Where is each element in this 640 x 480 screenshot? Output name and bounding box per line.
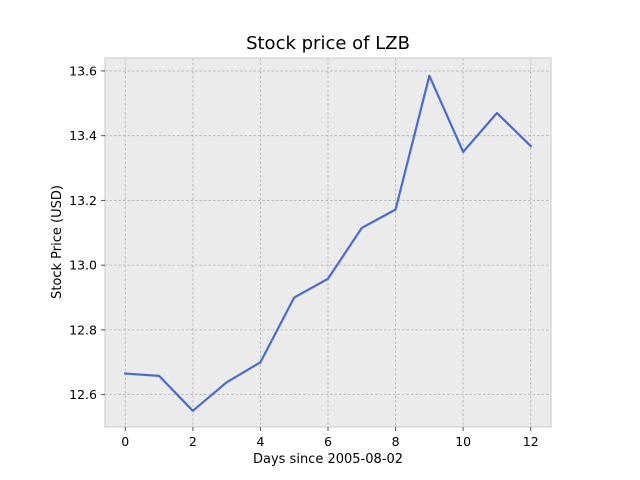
y-tick-label: 13.4 [69,128,97,143]
x-tick-label: 0 [121,434,129,449]
y-tick-label: 12.6 [69,387,97,402]
chart-title: Stock price of LZB [246,33,410,54]
x-tick-label: 4 [256,434,264,449]
x-tick-label: 6 [324,434,332,449]
y-tick-label: 13.2 [69,193,97,208]
series-line [124,74,533,412]
x-axis-ticks: 0 2 4 6 8 10 12 [121,427,539,449]
x-axis-label: Days since 2005-08-02 [253,452,403,467]
x-tick-label: 2 [189,434,197,449]
x-tick-label: 12 [523,434,539,449]
y-axis-label: Stock Price (USD) [50,185,65,299]
y-axis-ticks: 12.6 12.8 13.0 13.2 13.4 13.6 [69,63,105,402]
series-group [124,74,533,412]
x-tick-label: 8 [392,434,400,449]
x-tick-label: 10 [455,434,471,449]
y-tick-label: 13.0 [69,258,97,273]
y-tick-label: 13.6 [69,63,97,78]
y-tick-label: 12.8 [69,322,97,337]
grid-lines [105,58,551,427]
